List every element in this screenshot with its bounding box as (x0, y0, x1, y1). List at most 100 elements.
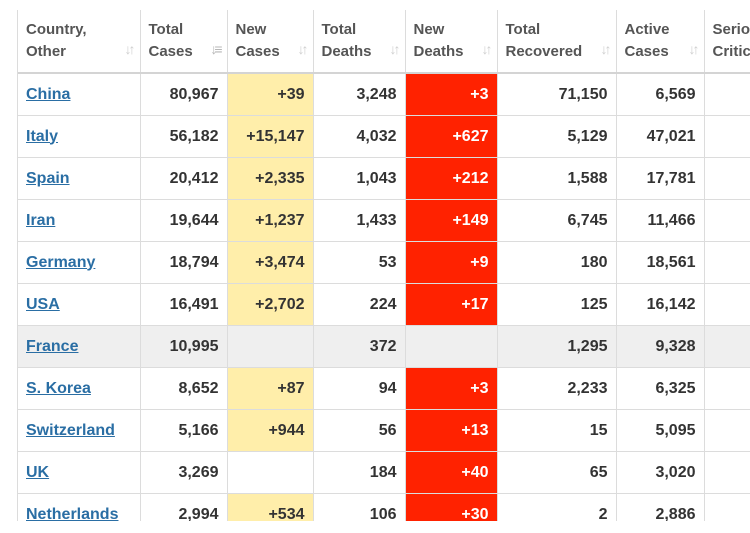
covid-table-container: Country, Other ↓↑ Total Cases ↓≡ New Cases ↓↑ Tot… (17, 10, 750, 521)
cell-new-deaths: +3 (405, 367, 498, 410)
cell-active-cases: 17,781 (616, 157, 705, 200)
cell-total-recovered: 71,150 (497, 73, 617, 116)
cell-active-cases: 47,021 (616, 115, 705, 158)
sort-arrows-icon[interactable]: ↓↑ (297, 41, 309, 57)
cell-total-cases: 5,166 (140, 409, 228, 452)
table-row: USA 16,491 +2,702 224 +17 125 16,142 (18, 283, 750, 326)
cell-active-cases: 16,142 (616, 283, 705, 326)
country-link[interactable]: China (26, 85, 71, 103)
cell-new-cases (227, 325, 314, 368)
country-link[interactable]: Switzerland (26, 421, 115, 439)
sort-arrows-icon[interactable]: ↓↑ (688, 41, 700, 57)
country-link[interactable]: UK (26, 463, 50, 481)
column-header-total-recovered[interactable]: Total Recovered ↓↑ (497, 10, 617, 74)
table-row: S. Korea 8,652 +87 94 +3 2,233 6,325 (18, 367, 750, 410)
cell-new-cases: +2,335 (227, 157, 314, 200)
cell-total-recovered: 2,233 (497, 367, 617, 410)
cell-active-cases: 6,569 (616, 73, 705, 116)
cell-total-cases: 20,412 (140, 157, 228, 200)
country-link[interactable]: S. Korea (26, 379, 91, 397)
header-label-line2: Deaths (413, 43, 464, 60)
cell-country: UK (18, 451, 141, 494)
header-label-line1: Active (624, 21, 670, 38)
cell-new-cases: +1,237 (227, 199, 314, 242)
cell-total-recovered: 65 (497, 451, 617, 494)
cell-serious (704, 73, 750, 116)
cell-new-cases: +39 (227, 73, 314, 116)
cell-total-deaths: 53 (313, 241, 406, 284)
cell-active-cases: 18,561 (616, 241, 705, 284)
cell-new-deaths: +627 (405, 115, 498, 158)
cell-total-deaths: 3,248 (313, 73, 406, 116)
cell-new-cases: +87 (227, 367, 314, 410)
cell-active-cases: 5,095 (616, 409, 705, 452)
column-header-active-cases[interactable]: Active Cases ↓↑ (616, 10, 705, 74)
country-link[interactable]: USA (26, 295, 60, 313)
cell-country: Germany (18, 241, 141, 284)
cell-total-deaths: 56 (313, 409, 406, 452)
cell-total-recovered: 6,745 (497, 199, 617, 242)
cell-total-recovered: 180 (497, 241, 617, 284)
country-link[interactable]: Iran (26, 211, 56, 229)
cell-country: Switzerland (18, 409, 141, 452)
cell-serious (704, 367, 750, 410)
cell-new-deaths: +212 (405, 157, 498, 200)
sort-arrows-icon[interactable]: ↓↑ (481, 41, 493, 57)
header-label-line2: Recovered (505, 43, 583, 60)
cell-serious (704, 199, 750, 242)
cell-serious (704, 283, 750, 326)
cell-total-deaths: 1,043 (313, 157, 406, 200)
table-row: France 10,995 372 1,295 9,328 (18, 325, 750, 368)
cell-serious (704, 241, 750, 284)
country-link[interactable]: France (26, 337, 79, 355)
cell-total-recovered: 15 (497, 409, 617, 452)
covid-stats-table: Country, Other ↓↑ Total Cases ↓≡ New Cases ↓↑ Tot… (18, 10, 750, 521)
column-header-serious-critical[interactable]: Seriou Critic (704, 10, 750, 74)
cell-total-deaths: 106 (313, 493, 406, 521)
sort-arrows-icon[interactable]: ↓↑ (600, 41, 612, 57)
table-row: UK 3,269 184 +40 65 3,020 (18, 451, 750, 494)
header-label-line2: Deaths (321, 43, 372, 60)
cell-serious (704, 409, 750, 452)
cell-total-cases: 80,967 (140, 73, 228, 116)
country-link[interactable]: Germany (26, 253, 96, 271)
column-header-new-cases[interactable]: New Cases ↓↑ (227, 10, 314, 74)
country-link[interactable]: Spain (26, 169, 70, 187)
cell-total-cases: 18,794 (140, 241, 228, 284)
cell-total-cases: 56,182 (140, 115, 228, 158)
sort-arrows-icon[interactable]: ↓↑ (124, 41, 136, 57)
column-header-total-deaths[interactable]: Total Deaths ↓↑ (313, 10, 406, 74)
cell-country: France (18, 325, 141, 368)
header-label-line2: Cases (235, 43, 280, 60)
cell-country: USA (18, 283, 141, 326)
cell-new-cases (227, 451, 314, 494)
cell-serious (704, 325, 750, 368)
table-row: Germany 18,794 +3,474 53 +9 180 18,561 (18, 241, 750, 284)
table-row: Iran 19,644 +1,237 1,433 +149 6,745 11,466 (18, 199, 750, 242)
cell-total-cases: 16,491 (140, 283, 228, 326)
column-header-new-deaths[interactable]: New Deaths ↓↑ (405, 10, 498, 74)
cell-total-deaths: 4,032 (313, 115, 406, 158)
header-label-line2: Critic (712, 43, 750, 60)
cell-active-cases: 2,886 (616, 493, 705, 521)
country-link[interactable]: Netherlands (26, 505, 119, 522)
cell-new-deaths: +13 (405, 409, 498, 452)
cell-total-recovered: 1,295 (497, 325, 617, 368)
cell-total-recovered: 125 (497, 283, 617, 326)
cell-new-deaths: +149 (405, 199, 498, 242)
header-label-line1: Country, (26, 21, 87, 38)
column-header-total-cases[interactable]: Total Cases ↓≡ (140, 10, 228, 74)
cell-new-deaths: +3 (405, 73, 498, 116)
country-link[interactable]: Italy (26, 127, 59, 145)
cell-total-deaths: 184 (313, 451, 406, 494)
sort-arrows-icon[interactable]: ↓↑ (389, 41, 401, 57)
cell-new-cases: +944 (227, 409, 314, 452)
column-header-country[interactable]: Country, Other ↓↑ (18, 10, 141, 74)
cell-new-cases: +534 (227, 493, 314, 521)
table-row: Netherlands 2,994 +534 106 +30 2 2,886 (18, 493, 750, 522)
cell-total-cases: 3,269 (140, 451, 228, 494)
sort-desc-icon[interactable]: ↓≡ (210, 41, 222, 57)
cell-new-deaths: +40 (405, 451, 498, 494)
header-label-line1: New (235, 21, 267, 38)
header-label-line1: Total (505, 21, 541, 38)
